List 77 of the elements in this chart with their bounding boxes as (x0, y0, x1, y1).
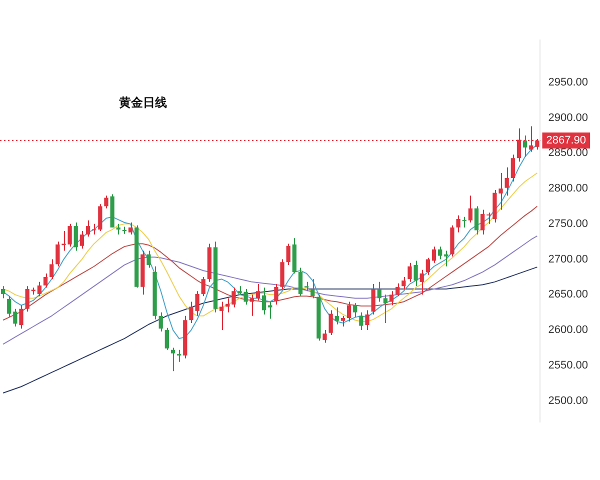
candlestick (383, 294, 388, 324)
candlestick (328, 310, 333, 336)
candlestick (13, 308, 18, 327)
candlestick (177, 349, 182, 362)
y-tick-label: 2750.00 (548, 218, 588, 230)
candlestick (0, 286, 6, 299)
candlestick (420, 269, 424, 296)
y-tick-label: 2700.00 (548, 253, 588, 266)
candlestick (74, 222, 78, 252)
candlestick (116, 223, 120, 236)
candlestick (50, 258, 54, 280)
candlestick (158, 312, 163, 332)
candlestick (80, 230, 84, 250)
candlestick (444, 250, 448, 267)
candlestick (480, 209, 485, 236)
candlestick (310, 278, 315, 299)
candlestick (371, 284, 376, 315)
y-tick-label: 2850.00 (548, 147, 588, 160)
candlestick (146, 250, 151, 268)
candlestick (462, 216, 466, 228)
candlestick (286, 243, 290, 266)
candlestick (104, 195, 108, 209)
candlestick (232, 287, 236, 308)
candlestick (426, 257, 430, 276)
candlestick (408, 262, 412, 282)
candlestick (340, 315, 346, 327)
candlestick (86, 220, 90, 238)
candlestick (43, 272, 48, 288)
candlestick (244, 288, 248, 306)
y-tick-label: 2800.00 (548, 182, 588, 195)
candlestick (56, 241, 60, 267)
candlestick (389, 290, 394, 306)
candlestick (359, 312, 364, 331)
candlestick (98, 204, 102, 232)
candlestick (523, 135, 528, 158)
text: 黄金日线 (118, 95, 168, 110)
candlestick (438, 246, 442, 260)
candlestick (474, 206, 479, 236)
y-tick-label: 2500.00 (548, 394, 588, 407)
y-tick-label: 2600.00 (548, 324, 588, 336)
candlestick (128, 222, 133, 236)
candlestick (250, 294, 254, 316)
candlestick (396, 282, 400, 297)
candlestick (298, 267, 303, 297)
candlestick (504, 166, 509, 196)
candlestick (219, 301, 224, 331)
candlestick (256, 284, 260, 301)
candlestick (402, 276, 406, 290)
candlestick (37, 281, 42, 297)
candlestick (19, 304, 24, 330)
candlestick (353, 302, 358, 318)
candlestick (486, 212, 491, 224)
candlestick (7, 296, 12, 318)
candlestick (432, 246, 436, 264)
candlestick (92, 223, 96, 236)
candlestick (262, 287, 266, 315)
candlestick (304, 281, 309, 292)
y-tick-label: 2900.00 (548, 112, 588, 124)
candlestick (201, 276, 206, 297)
y-tick-label: 2950.00 (548, 76, 588, 88)
candlestick (456, 214, 460, 233)
ref-line-label: 2867.90 (546, 134, 586, 147)
candlestick (274, 284, 278, 306)
candlestick (25, 286, 30, 312)
candlestick (468, 195, 472, 224)
candlestick (268, 301, 272, 320)
candlestick (322, 330, 327, 344)
y-tick-label: 2550.00 (548, 359, 588, 372)
candlestick (365, 310, 370, 331)
candlestick (377, 281, 382, 302)
candlestick (414, 260, 418, 287)
candlestick (164, 327, 169, 350)
y-tick-label: 2650.00 (548, 288, 588, 301)
candlestick (334, 306, 339, 325)
candlestick (510, 154, 515, 182)
candlestick (170, 347, 176, 372)
candlestick (346, 301, 352, 322)
